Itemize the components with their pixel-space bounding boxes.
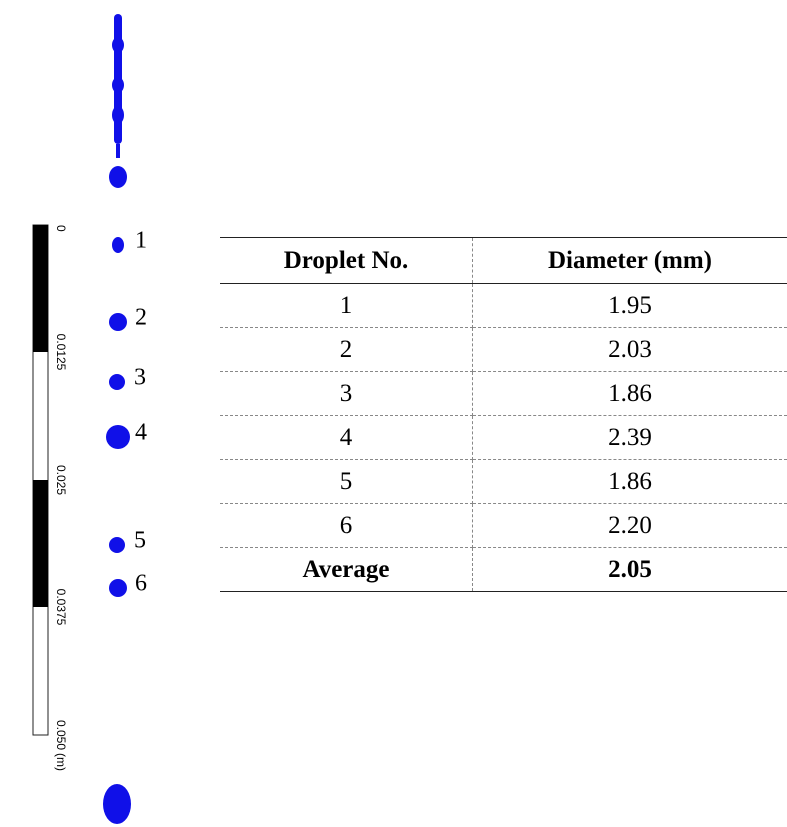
table-cell: 1.95 — [473, 284, 787, 328]
scale-label: 0 — [54, 225, 68, 232]
droplet-label: 4 — [135, 420, 147, 446]
droplet — [106, 425, 130, 449]
table-cell: 5 — [220, 460, 473, 504]
scale-label: 0.0375 — [54, 589, 68, 626]
table-cell: 2.39 — [473, 416, 787, 460]
table-cell: 1 — [220, 284, 473, 328]
scale-label: 0.025 — [54, 465, 68, 495]
droplet-label: 3 — [134, 365, 146, 391]
scale-unit: (m) — [54, 753, 68, 771]
table-cell: 4 — [220, 416, 473, 460]
scale-label: 0.0125 — [54, 334, 68, 371]
droplet-label: 2 — [135, 305, 147, 331]
scale-label: 0.050 — [54, 720, 68, 750]
scale-segment — [33, 480, 48, 607]
scale-segment — [33, 225, 48, 352]
table-cell: 2.20 — [473, 504, 787, 548]
header-cell: Diameter (mm) — [473, 238, 787, 284]
table-cell: 2 — [220, 328, 473, 372]
table-cell: 3 — [220, 372, 473, 416]
droplet-label: 5 — [134, 528, 146, 554]
header-row: Droplet No. Diameter (mm) — [220, 238, 787, 284]
page: 00.01250.0250.03750.050(m)123456 Droplet… — [0, 0, 787, 827]
table-cell: Average — [220, 548, 473, 592]
table-cell: 1.86 — [473, 460, 787, 504]
table-cell: 1.86 — [473, 372, 787, 416]
droplet — [112, 237, 124, 253]
table-cell: 2.05 — [473, 548, 787, 592]
droplet — [109, 374, 125, 390]
droplet-stream — [103, 14, 131, 824]
header-cell: Droplet No. — [220, 238, 473, 284]
droplet-label: 1 — [135, 228, 147, 254]
droplet-label: 6 — [135, 571, 147, 597]
droplet — [109, 313, 127, 331]
droplet — [109, 537, 125, 553]
table-cell: 6 — [220, 504, 473, 548]
table-cell: 2.03 — [473, 328, 787, 372]
droplet — [109, 579, 127, 597]
